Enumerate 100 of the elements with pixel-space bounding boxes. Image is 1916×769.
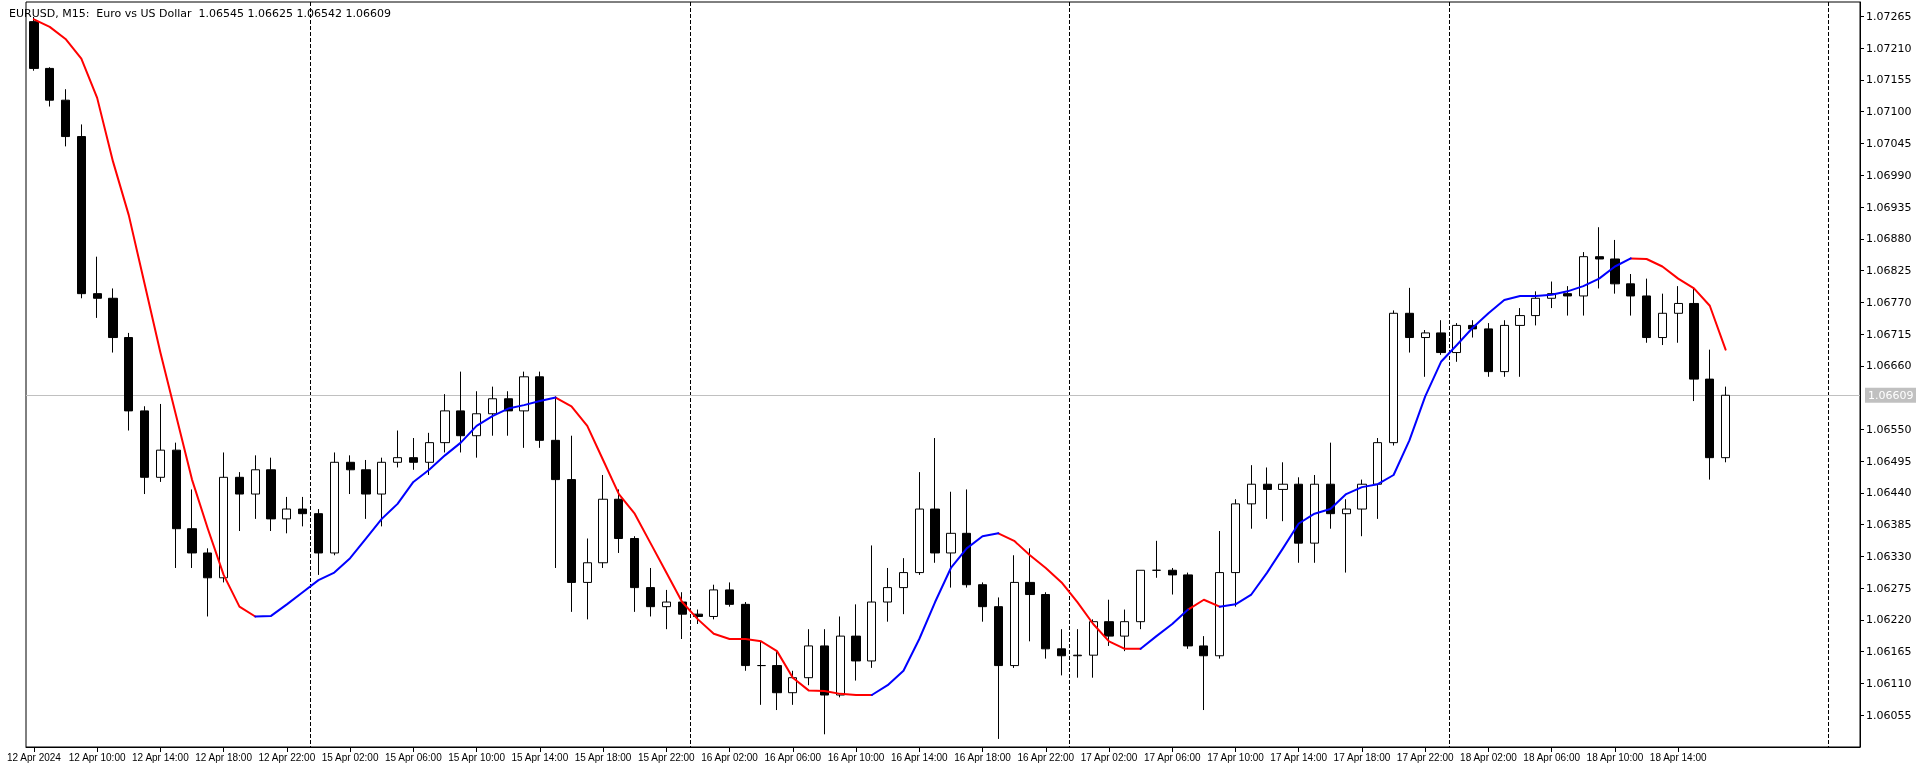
candlestick	[757, 640, 766, 706]
candlestick	[1674, 285, 1683, 344]
y-tick-label: 1.07265	[1866, 9, 1912, 23]
y-tick-label: 1.06990	[1866, 168, 1912, 182]
candlestick	[1168, 567, 1177, 596]
candlestick	[788, 670, 797, 706]
candlestick	[203, 547, 212, 617]
y-tick-label: 1.06550	[1866, 422, 1912, 436]
x-tick-label: 15 Apr 22:00	[637, 751, 696, 763]
candlestick	[630, 535, 639, 613]
candlestick	[314, 508, 323, 576]
candlestick	[77, 123, 86, 299]
x-tick-label: 12 Apr 10:00	[68, 751, 126, 763]
candlestick	[1705, 349, 1714, 481]
x-tick-label: 18 Apr 14:00	[1649, 751, 1707, 763]
candlestick	[1531, 290, 1540, 326]
candlestick	[1579, 251, 1588, 317]
ref-line-label: 1.06609	[1868, 388, 1914, 402]
candlestick	[1199, 635, 1208, 711]
candlestick	[377, 457, 386, 527]
candlestick	[456, 371, 465, 453]
candlestick	[962, 488, 971, 589]
candlestick	[1421, 329, 1430, 378]
candlestick	[1326, 442, 1335, 530]
candlestick	[1215, 530, 1224, 660]
candlestick	[251, 454, 260, 520]
x-tick-label: 16 Apr 10:00	[827, 751, 885, 763]
candlestick	[1389, 309, 1398, 447]
candlestick	[172, 442, 181, 569]
candlestick	[551, 395, 560, 569]
candlestick	[804, 628, 813, 686]
candlestick	[662, 589, 671, 630]
candlestick	[1373, 437, 1382, 520]
candlestick	[266, 457, 276, 532]
x-tick-label: 17 Apr 14:00	[1270, 751, 1328, 763]
x-tick-label: 17 Apr 22:00	[1396, 751, 1455, 763]
candlestick	[709, 584, 718, 620]
candlestick	[1231, 498, 1240, 608]
candlestick	[598, 474, 608, 569]
x-tick-label: 16 Apr 22:00	[1017, 751, 1075, 763]
candlestick	[851, 603, 861, 682]
candlestick	[1342, 498, 1351, 574]
y-tick-label: 1.06880	[1866, 232, 1912, 246]
x-tick-label: 12 Apr 22:00	[258, 751, 316, 763]
candlestick	[1310, 474, 1319, 564]
x-tick-label: 16 Apr 06:00	[764, 751, 822, 763]
candlestick	[45, 66, 54, 108]
y-tick-label: 1.06825	[1866, 264, 1912, 278]
candlestick	[425, 432, 434, 476]
candlestick	[1721, 386, 1730, 463]
candlestick	[298, 496, 307, 527]
candlestick	[1658, 293, 1667, 346]
candlestick	[1405, 287, 1414, 354]
candlestick	[1120, 609, 1129, 652]
candlestick	[646, 567, 655, 617]
y-tick-label: 1.06935	[1866, 200, 1912, 214]
y-tick-label: 1.07155	[1866, 73, 1912, 87]
candlestick	[567, 435, 576, 613]
candlestick	[883, 567, 892, 623]
x-tick-label: 18 Apr 02:00	[1460, 751, 1518, 763]
candlestick	[187, 488, 197, 569]
candlestick	[915, 471, 924, 576]
y-tick-label: 1.06110	[1866, 676, 1912, 690]
candlestick	[1152, 540, 1161, 579]
candlestick	[156, 403, 165, 483]
candlestick	[29, 16, 39, 72]
candlestick	[93, 256, 102, 319]
candlestick	[899, 557, 908, 615]
candlestick	[330, 451, 339, 556]
text: EURUSD, M15: Euro vs US Dollar 1.06545 1.06625 1.06542 1.06609	[9, 7, 392, 20]
x-tick-label: 15 Apr 02:00	[321, 751, 379, 763]
candlestick	[1484, 322, 1493, 378]
candlestick	[772, 650, 782, 711]
y-tick-label: 1.06220	[1866, 613, 1912, 627]
y-tick-label: 1.06715	[1866, 327, 1912, 341]
candlestick	[1073, 628, 1082, 679]
x-tick-label: 16 Apr 14:00	[890, 751, 949, 763]
x-tick-label: 15 Apr 10:00	[448, 751, 506, 763]
x-tick-label: 18 Apr 06:00	[1523, 751, 1581, 763]
candlestick	[1010, 554, 1019, 669]
candlestick	[124, 332, 133, 432]
y-tick-label: 1.06165	[1866, 645, 1912, 659]
y-tick-label: 1.07100	[1866, 105, 1912, 119]
y-tick-label: 1.06660	[1866, 359, 1912, 373]
x-tick-label: 17 Apr 10:00	[1207, 751, 1265, 763]
candlestick	[725, 581, 734, 608]
candlestick	[836, 615, 845, 698]
candlestick	[1278, 461, 1288, 522]
candlestick	[1689, 287, 1699, 402]
y-tick-label: 1.06330	[1866, 549, 1912, 563]
candlestick	[393, 430, 402, 468]
candlestick	[930, 437, 940, 564]
x-tick-label: 16 Apr 18:00	[954, 751, 1012, 763]
candlestick	[1057, 628, 1066, 676]
x-tick-label: 17 Apr 02:00	[1080, 751, 1138, 763]
y-tick-label: 1.06275	[1866, 581, 1912, 595]
y-tick-label: 1.06770	[1866, 295, 1912, 309]
y-tick-label: 1.07045	[1866, 136, 1912, 150]
candlestick	[440, 393, 450, 453]
candlestick	[1436, 319, 1446, 356]
